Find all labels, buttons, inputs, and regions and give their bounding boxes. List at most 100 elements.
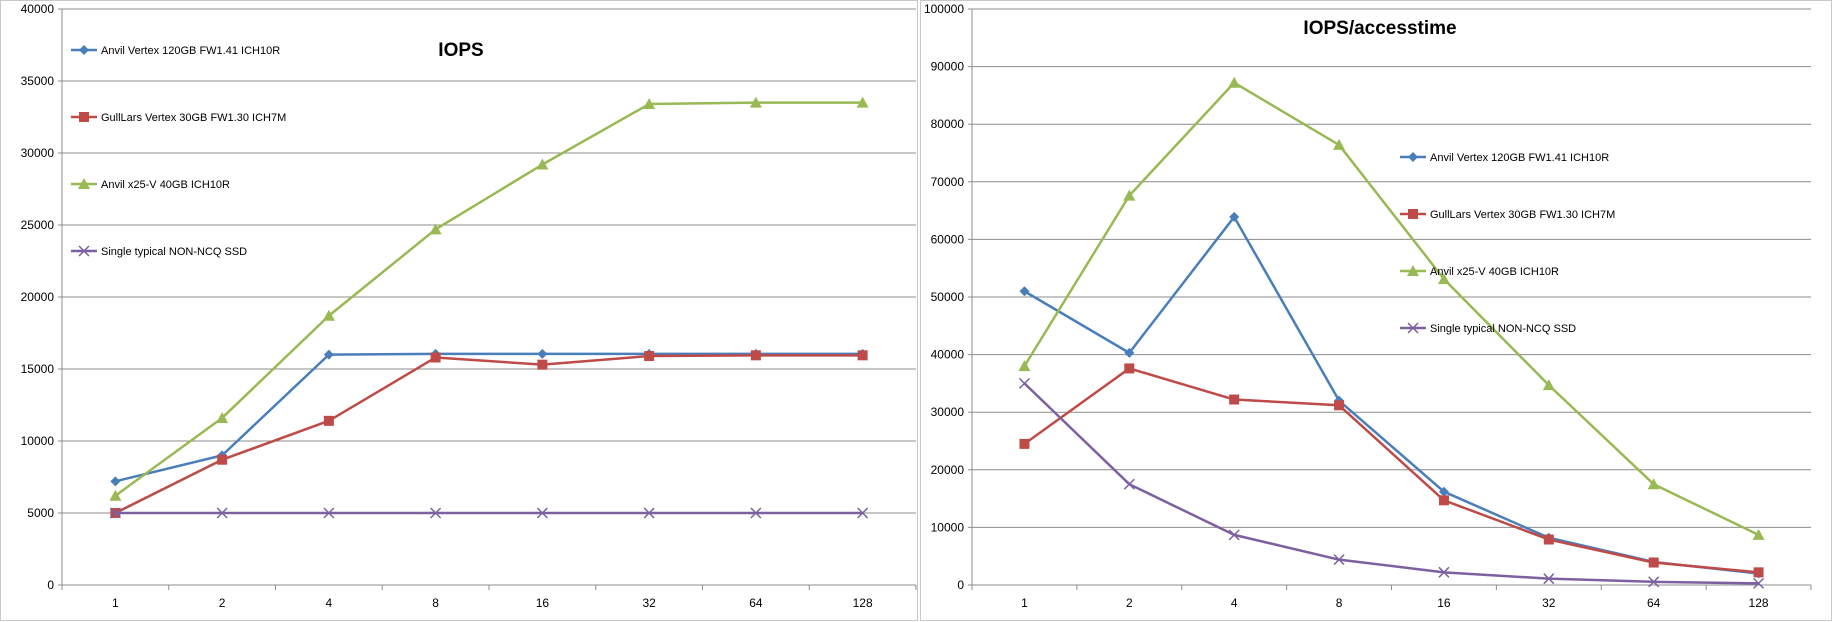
- iops-y-tick-label: 10000: [21, 434, 55, 448]
- iops-legend-marker: [79, 45, 89, 55]
- iops-series-single-typical-non-ncq-ssd-point: [323, 507, 335, 519]
- iops-chart-svg: 0 5000 10000 15000 20000 25000 30000 35000 40000…: [21, 2, 917, 610]
- iops-legend-entry: Anvil x25-V 40GB ICH10R: [71, 178, 230, 191]
- iops-x-tick-label: 64: [749, 596, 763, 610]
- iops-accesstime-series-anvil-x25-v-40gb-ich10r-point: [1542, 379, 1555, 391]
- iops-accesstime-series-single-typical-non-ncq-ssd: [1018, 377, 1765, 589]
- iops-x-tick-label: 128: [853, 596, 873, 610]
- iops-accesstime-y-tick-label: 30000: [931, 405, 965, 419]
- iops-series-single-typical-non-ncq-ssd-point-stroke-b: [750, 507, 762, 519]
- iops-accesstime-y-tick-label: 40000: [931, 348, 965, 362]
- iops-series-single-typical-non-ncq-ssd-point-stroke-b: [216, 507, 228, 519]
- iops-series-anvil-vertex-120gb-fw1-41-ich10r-point: [323, 349, 334, 360]
- iops-y-tick-label: 35000: [21, 74, 55, 88]
- iops-accesstime-series-anvil-x25-v-40gb-ich10r-point: [1018, 360, 1031, 372]
- iops-series-single-typical-non-ncq-ssd-point: [216, 507, 228, 519]
- iops-y-tick-label: 0: [47, 578, 54, 592]
- iops-accesstime-series-single-typical-non-ncq-ssd-point: [1333, 554, 1345, 566]
- iops-accesstime-series-single-typical-non-ncq-ssd-point-stroke-b: [1648, 576, 1660, 588]
- iops-accesstime-y-tick-label: 10000: [931, 520, 965, 534]
- iops-accesstime-x-tick-label: 2: [1126, 596, 1133, 610]
- iops-accesstime-series-single-typical-non-ncq-ssd-point: [1648, 576, 1660, 588]
- iops-series-gulllars-vertex-30gb-fw1-30-ich7m-line: [114, 354, 863, 515]
- iops-y-tick-label: 20000: [21, 290, 55, 304]
- iops-accesstime-x-tick-label: 64: [1647, 596, 1661, 610]
- iops-accesstime-series-gulllars-vertex-30gb-fw1-30-ich7m-point: [1229, 394, 1240, 405]
- iops-x-tick-label: 16: [536, 596, 550, 610]
- iops-accesstime-series-single-typical-non-ncq-ssd-point-stroke-b: [1018, 377, 1030, 389]
- iops-legend-marker: [78, 245, 90, 257]
- iops-legend-marker-stroke-b: [78, 245, 90, 257]
- iops-legend-label: Anvil x25-V 40GB ICH10R: [101, 179, 230, 191]
- iops-series-anvil-x25-v-40gb-ich10r-point: [536, 158, 549, 170]
- iops-legend-marker: [79, 112, 89, 122]
- iops-accesstime-x-tick-label: 32: [1542, 596, 1556, 610]
- iops-accesstime-series-gulllars-vertex-30gb-fw1-30-ich7m-point: [1543, 534, 1554, 545]
- iops-series-single-typical-non-ncq-ssd-point-stroke-b: [857, 507, 869, 519]
- iops-series-single-typical-non-ncq-ssd-point-stroke-b: [109, 507, 121, 519]
- iops-accesstime-series-anvil-x25-v-40gb-ich10r-line: [1023, 81, 1760, 537]
- iops-accesstime-series-gulllars-vertex-30gb-fw1-30-ich7m-point: [1019, 438, 1030, 449]
- iops-accesstime-x-tick-label: 16: [1437, 596, 1451, 610]
- iops-series-single-typical-non-ncq-ssd-point: [430, 507, 442, 519]
- iops-accesstime-legend-entry: Anvil x25-V 40GB ICH10R: [1400, 265, 1559, 278]
- iops-series-single-typical-non-ncq-ssd-point: [857, 507, 869, 519]
- iops-series-gulllars-vertex-30gb-fw1-30-ich7m-point: [857, 350, 868, 361]
- iops-series-single-typical-non-ncq-ssd-point: [536, 507, 548, 519]
- iops-accesstime-series-anvil-x25-v-40gb-ich10r: [1018, 76, 1765, 540]
- iops-series-anvil-x25-v-40gb-ich10r-point: [643, 98, 656, 110]
- iops-accesstime-x-tick-label: 128: [1749, 596, 1769, 610]
- iops-series-single-typical-non-ncq-ssd-point-stroke-b: [536, 507, 548, 519]
- iops-accesstime-legend-marker: [1407, 322, 1419, 334]
- iops-legend-label: Single typical NON-NCQ SSD: [101, 246, 247, 258]
- iops-series-gulllars-vertex-30gb-fw1-30-ich7m-point: [750, 350, 761, 361]
- iops-accesstime-series-gulllars-vertex-30gb-fw1-30-ich7m-point: [1438, 495, 1449, 506]
- iops-accesstime-title: IOPS/accesstime: [1303, 18, 1456, 39]
- iops-accesstime-series-single-typical-non-ncq-ssd-point: [1543, 573, 1555, 585]
- iops-accesstime-legend-label: Anvil Vertex 120GB FW1.41 ICH10R: [1430, 152, 1609, 164]
- iops-accesstime-series-single-typical-non-ncq-ssd-point-stroke-b: [1753, 577, 1765, 589]
- iops-accesstime-y-tick-label: 90000: [931, 60, 965, 74]
- iops-legend-entry: Anvil Vertex 120GB FW1.41 ICH10R: [71, 45, 280, 57]
- iops-series-anvil-x25-v-40gb-ich10r-point: [109, 489, 122, 501]
- iops-series-anvil-x25-v-40gb-ich10r-point: [749, 96, 762, 108]
- iops-y-tick-label: 15000: [21, 362, 55, 376]
- iops-accesstime-series-anvil-vertex-120gb-fw1-41-ich10r-line: [1023, 215, 1759, 575]
- iops-accesstime-x-tick-label: 4: [1231, 596, 1238, 610]
- iops-series-anvil-x25-v-40gb-ich10r-point: [856, 96, 869, 108]
- iops-accesstime-legend-marker-stroke-b: [1407, 322, 1419, 334]
- iops-accesstime-series-anvil-x25-v-40gb-ich10r-point: [1752, 528, 1765, 540]
- iops-accesstime-series-single-typical-non-ncq-ssd-point: [1753, 577, 1765, 589]
- iops-accesstime-series-gulllars-vertex-30gb-fw1-30-ich7m-point: [1334, 400, 1345, 411]
- iops-accesstime-y-tick-label: 0: [957, 578, 964, 592]
- iops-series-single-typical-non-ncq-ssd-point: [643, 507, 655, 519]
- iops-series-anvil-x25-v-40gb-ich10r-line: [114, 101, 863, 497]
- iops-accesstime-series-anvil-x25-v-40gb-ich10r-point: [1123, 189, 1136, 201]
- iops-accesstime-series-gulllars-vertex-30gb-fw1-30-ich7m-point: [1753, 567, 1764, 578]
- iops-x-tick-label: 2: [219, 596, 226, 610]
- iops-accesstime-chart: 0 10000 20000 30000 40000 50000 60000 70000 8000…: [920, 0, 1832, 621]
- iops-accesstime-chart-svg: 0 10000 20000 30000 40000 50000 60000 70000 8000…: [924, 2, 1812, 610]
- iops-accesstime-legend-entry: GullLars Vertex 30GB FW1.30 ICH7M: [1400, 209, 1615, 221]
- iops-legend-label: Anvil Vertex 120GB FW1.41 ICH10R: [101, 45, 280, 57]
- iops-accesstime-series-anvil-x25-v-40gb-ich10r-point: [1228, 76, 1241, 88]
- iops-series-gulllars-vertex-30gb-fw1-30-ich7m-point: [644, 351, 655, 362]
- iops-accesstime-series-single-typical-non-ncq-ssd-point: [1438, 566, 1450, 578]
- iops-series-anvil-x25-v-40gb-ich10r-point: [322, 309, 335, 321]
- iops-accesstime-series-single-typical-non-ncq-ssd-point: [1123, 478, 1135, 490]
- iops-y-tick-label: 5000: [27, 506, 54, 520]
- iops-accesstime-series-anvil-x25-v-40gb-ich10r-point: [1437, 273, 1450, 285]
- iops-accesstime-legend-marker: [1408, 209, 1418, 219]
- iops-series-gulllars-vertex-30gb-fw1-30-ich7m: [110, 350, 868, 518]
- iops-accesstime-legend-label: Anvil x25-V 40GB ICH10R: [1430, 266, 1559, 278]
- iops-accesstime-x-tick-label: 1: [1021, 596, 1028, 610]
- iops-accesstime-series-gulllars-vertex-30gb-fw1-30-ich7m-line: [1023, 367, 1759, 574]
- iops-accesstime-y-tick-label: 80000: [931, 117, 965, 131]
- iops-legend-marker: [78, 178, 90, 189]
- iops-accesstime-series-single-typical-non-ncq-ssd-point-stroke-b: [1228, 529, 1240, 541]
- iops-series-gulllars-vertex-30gb-fw1-30-ich7m-point: [323, 415, 334, 426]
- iops-accesstime-series-single-typical-non-ncq-ssd-point-stroke-b: [1333, 554, 1345, 566]
- iops-accesstime-y-tick-label: 70000: [931, 175, 965, 189]
- iops-chart: 0 5000 10000 15000 20000 25000 30000 35000 40000…: [0, 0, 918, 621]
- iops-x-tick-label: 8: [432, 596, 439, 610]
